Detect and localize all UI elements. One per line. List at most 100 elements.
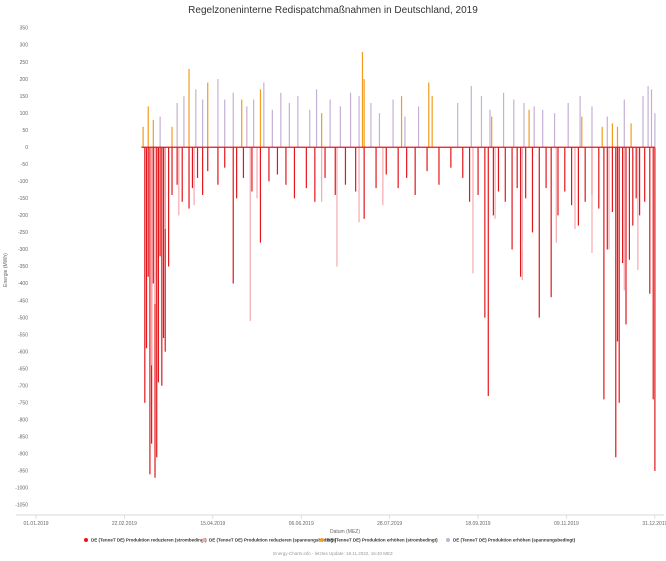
bar <box>271 109 273 148</box>
bar <box>246 106 248 148</box>
legend-marker <box>320 538 324 542</box>
x-tick-label: 31.12.2019 <box>642 521 666 527</box>
bar <box>480 96 483 148</box>
bar <box>145 147 148 349</box>
bar <box>484 147 486 318</box>
bar <box>637 147 639 270</box>
bar <box>142 126 144 148</box>
bar <box>608 147 610 250</box>
bar <box>630 123 632 148</box>
bar <box>224 99 226 148</box>
bar <box>606 147 608 250</box>
bar <box>615 147 617 458</box>
bar <box>513 99 515 148</box>
x-tick-label: 09.11.2019 <box>554 521 579 527</box>
bar <box>151 147 153 366</box>
bar <box>156 147 158 458</box>
bar <box>581 116 583 148</box>
legend-marker <box>446 538 450 542</box>
y-axis: 350 300 250 200 150 100 50 0 -50 -100 -150 -200 -250… <box>15 26 28 509</box>
bar <box>635 147 637 199</box>
bar <box>567 102 569 148</box>
bar <box>591 147 593 253</box>
y-tick-label: -550 <box>18 332 28 338</box>
bar <box>426 147 428 172</box>
y-tick-label: -250 <box>18 230 28 236</box>
bar <box>355 147 357 192</box>
bar <box>339 106 341 148</box>
bar <box>259 147 262 243</box>
bar <box>162 147 165 339</box>
bar <box>259 89 262 148</box>
bar <box>183 96 185 148</box>
bar <box>457 102 459 148</box>
legend-marker <box>84 538 88 542</box>
bar <box>280 92 282 148</box>
bar <box>217 147 219 185</box>
legend-item[interactable]: DE (TenneT DE) Produktion reduzieren (st… <box>84 538 207 543</box>
bar <box>236 147 238 199</box>
bar <box>324 147 326 178</box>
bar <box>242 147 245 178</box>
legend-label: DE (TenneT DE) Produktion reduzieren (sp… <box>209 538 337 543</box>
y-tick-label: 250 <box>20 60 29 66</box>
bar <box>400 96 403 148</box>
bar <box>202 147 204 195</box>
bar <box>417 106 420 148</box>
y-tick-label: -850 <box>18 435 28 441</box>
bar <box>276 147 279 175</box>
bar <box>414 147 416 195</box>
legend[interactable]: DE (TenneT DE) Produktion reduzieren (st… <box>84 538 576 543</box>
bar <box>297 96 299 148</box>
bar <box>392 99 394 148</box>
bar <box>450 147 452 168</box>
bar <box>533 106 535 148</box>
y-tick-label: -350 <box>18 264 28 270</box>
bar <box>263 82 265 148</box>
y-tick-label: -100 <box>18 179 28 185</box>
bar <box>159 147 161 257</box>
legend-label: DE (TenneT DE) Produktion reduzieren (st… <box>91 538 207 543</box>
bar <box>638 147 641 216</box>
bar <box>293 147 296 199</box>
bar <box>654 113 656 148</box>
bar <box>528 109 530 148</box>
bar <box>557 147 559 216</box>
x-axis: 01.01.2019 22.02.2019 15.04.2019 06.06.2019… <box>23 515 666 527</box>
bar <box>358 96 360 148</box>
bar <box>462 147 464 178</box>
bar <box>491 116 493 148</box>
bar <box>601 126 603 148</box>
bar <box>550 147 552 298</box>
bar <box>168 147 170 267</box>
legend-item[interactable]: DE (TenneT DE) Produktion erhöhen (spann… <box>446 538 576 543</box>
bar <box>625 147 627 325</box>
bar <box>176 102 178 148</box>
legend-item[interactable]: DE (TenneT DE) Produktion erhöhen (strom… <box>320 538 438 543</box>
y-tick-label: -650 <box>18 366 28 372</box>
y-tick-label: -500 <box>18 315 28 321</box>
bar <box>516 147 518 189</box>
bar <box>382 147 384 206</box>
bar <box>171 147 173 195</box>
bar <box>232 147 234 284</box>
bar <box>159 116 161 148</box>
bar <box>623 147 625 291</box>
bar <box>336 147 338 267</box>
bar <box>504 147 506 202</box>
bar <box>470 85 472 148</box>
bar <box>164 147 166 352</box>
x-axis-label: Datum (MEZ) <box>330 529 360 535</box>
bar <box>555 147 557 243</box>
bar <box>268 147 270 182</box>
credit-text: Energy-Charts.info - letztes Update: 18.… <box>273 551 393 556</box>
bar <box>309 109 311 148</box>
bar <box>256 147 258 199</box>
bar <box>358 147 360 223</box>
legend-item[interactable]: DE (TenneT DE) Produktion reduzieren (sp… <box>202 538 337 543</box>
bar <box>207 147 209 172</box>
bar <box>149 147 151 475</box>
bar <box>334 147 336 195</box>
bar <box>157 147 160 383</box>
